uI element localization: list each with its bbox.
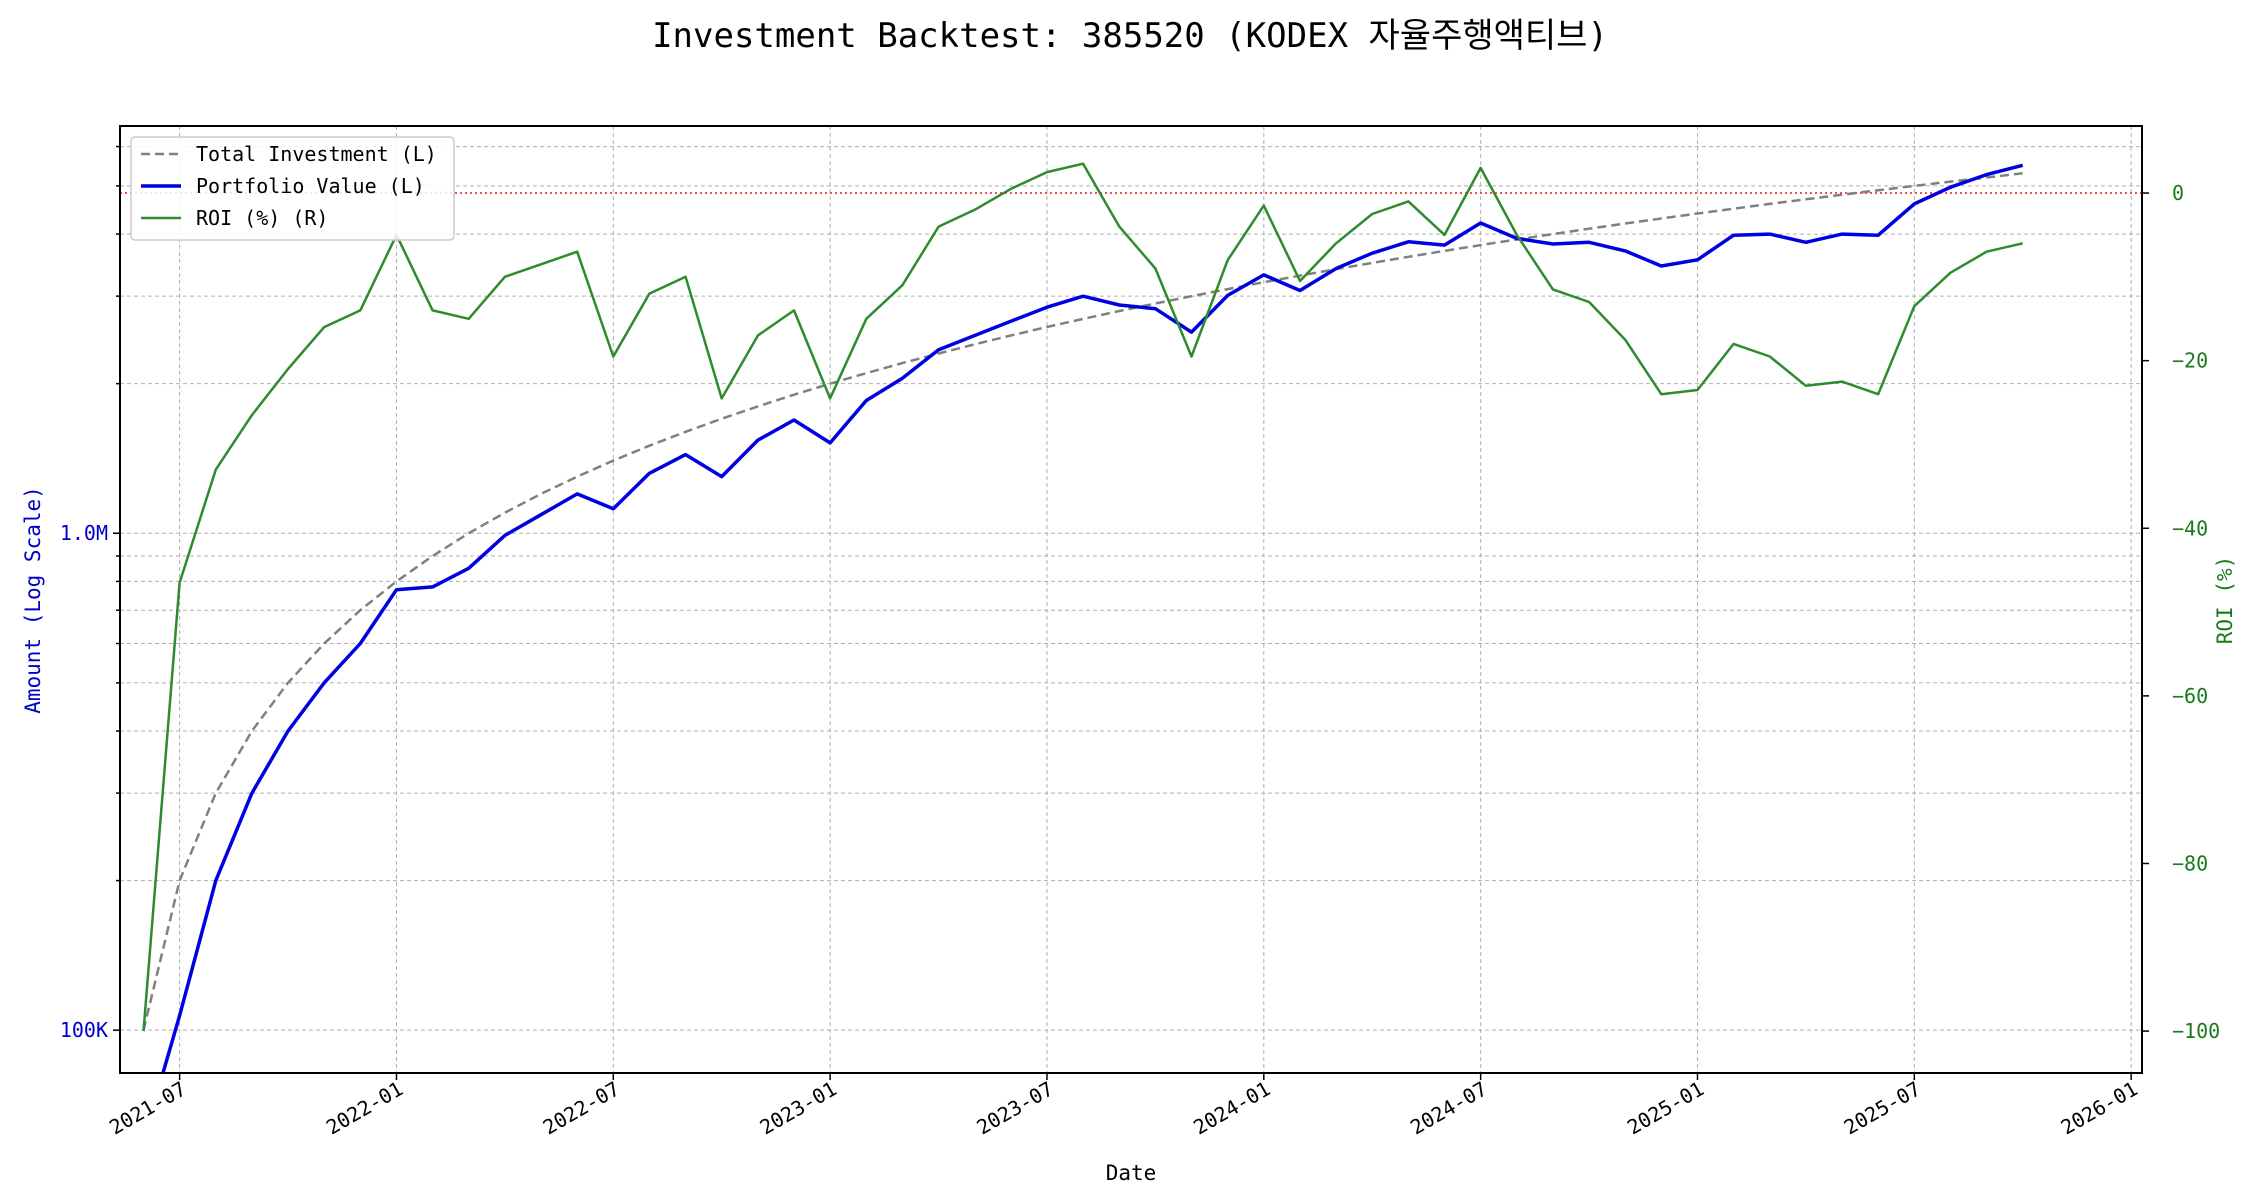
x-tick-label: 2026-01 bbox=[2057, 1077, 2142, 1140]
right-tick-label: −40 bbox=[2172, 516, 2208, 540]
x-tick-label: 2024-01 bbox=[1189, 1077, 1274, 1140]
legend-label-portfolio-value: Portfolio Value (L) bbox=[196, 174, 425, 198]
plot-frame bbox=[119, 125, 2143, 1074]
left-tick-label: 1.0M bbox=[60, 521, 108, 545]
series-line-total-investment-l bbox=[142, 172, 2023, 1031]
chart-title: Investment Backtest: 385520 (KODEX 자율주행액… bbox=[652, 16, 1608, 56]
right-y-axis-ticks: 0 −20 −40 −60 −80 −100 bbox=[2142, 181, 2220, 1043]
legend: Total Investment (L) Portfolio Value (L)… bbox=[130, 136, 455, 241]
series-line-portfolio-value-l bbox=[161, 163, 2024, 1073]
series-lines bbox=[142, 162, 2024, 1073]
left-y-axis-label: Amount (Log Scale) bbox=[21, 486, 45, 714]
right-tick-label: 0 bbox=[2172, 181, 2184, 205]
x-tick-label: 2025-01 bbox=[1623, 1077, 1708, 1140]
right-tick-label: −20 bbox=[2172, 349, 2208, 373]
grid-lines bbox=[120, 126, 2142, 1073]
x-tick-label: 2023-01 bbox=[756, 1077, 841, 1140]
series-line-roi-r bbox=[142, 162, 2023, 1032]
x-tick-label: 2022-01 bbox=[322, 1077, 407, 1140]
right-tick-label: −60 bbox=[2172, 684, 2208, 708]
legend-label-roi: ROI (%) (R) bbox=[196, 206, 328, 230]
left-y-axis-ticks: 100K 1.0M bbox=[60, 145, 120, 1042]
x-axis-label: Date bbox=[1106, 1161, 1157, 1185]
legend-box bbox=[130, 136, 455, 241]
x-tick-label: 2024-07 bbox=[1406, 1077, 1491, 1140]
right-tick-label: −100 bbox=[2172, 1019, 2220, 1043]
legend-label-total-investment: Total Investment (L) bbox=[196, 142, 437, 166]
x-tick-label: 2023-07 bbox=[972, 1077, 1057, 1140]
x-axis-ticks: 2021-07 2022-01 2022-07 2023-01 2023-07 2024-… bbox=[105, 1073, 2142, 1139]
right-y-axis-label: ROI (%) bbox=[2213, 556, 2237, 645]
x-tick-label: 2025-07 bbox=[1840, 1077, 1925, 1140]
left-tick-label: 100K bbox=[60, 1018, 108, 1042]
right-tick-label: −80 bbox=[2172, 851, 2208, 875]
x-tick-label: 2021-07 bbox=[105, 1077, 190, 1140]
x-tick-label: 2022-07 bbox=[539, 1077, 624, 1140]
